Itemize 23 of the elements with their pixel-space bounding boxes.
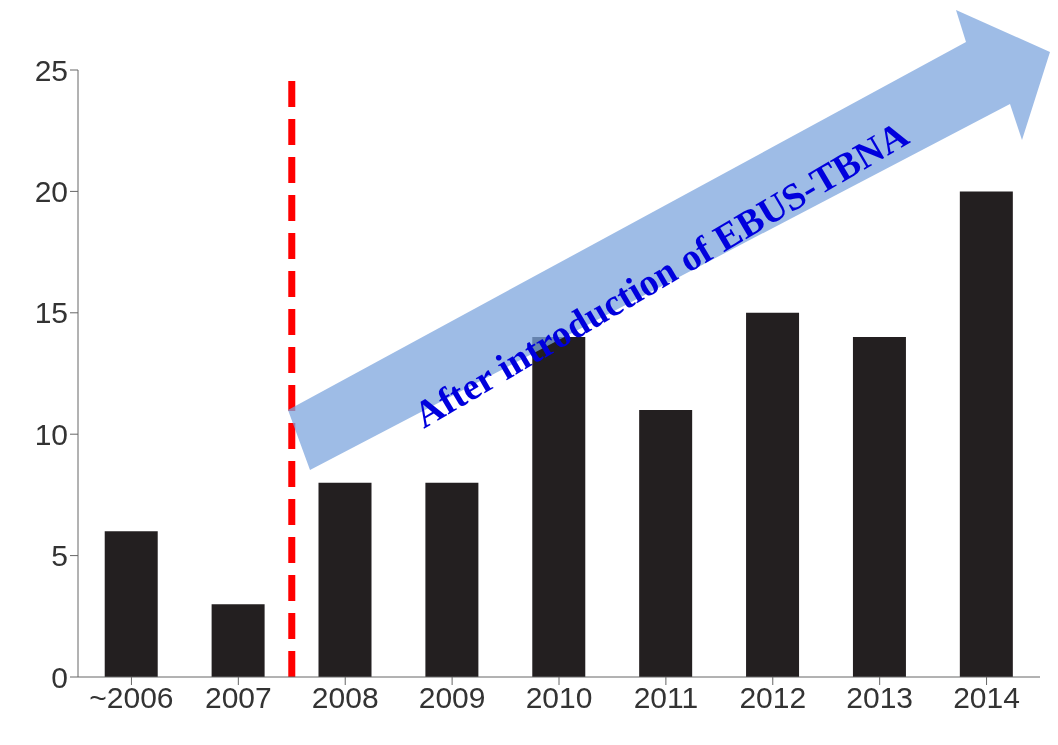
y-tick-label: 25 — [34, 53, 68, 87]
x-tick-label: 2014 — [953, 681, 1020, 715]
x-tick-label: ~2006 — [89, 681, 174, 715]
x-tick-label: 2013 — [846, 681, 914, 715]
x-tick-label: 2012 — [739, 681, 807, 715]
bar — [211, 604, 265, 677]
bar — [104, 531, 158, 677]
bar — [959, 191, 1013, 677]
y-tick-label: 0 — [51, 660, 68, 694]
bar — [318, 482, 372, 677]
y-tick-label: 20 — [34, 175, 68, 209]
x-tick-label: 2009 — [418, 681, 486, 715]
y-tick-label: 15 — [34, 296, 68, 330]
x-tick-label: 2010 — [525, 681, 593, 715]
x-tick-label: 2011 — [633, 681, 699, 715]
bar — [746, 312, 800, 677]
bar — [425, 482, 479, 677]
x-tick-label: 2007 — [204, 681, 272, 715]
bar — [852, 337, 906, 677]
bar — [639, 409, 693, 677]
y-tick-label: 10 — [34, 417, 68, 451]
y-tick-label: 5 — [51, 539, 68, 573]
x-tick-label: 2008 — [311, 681, 379, 715]
